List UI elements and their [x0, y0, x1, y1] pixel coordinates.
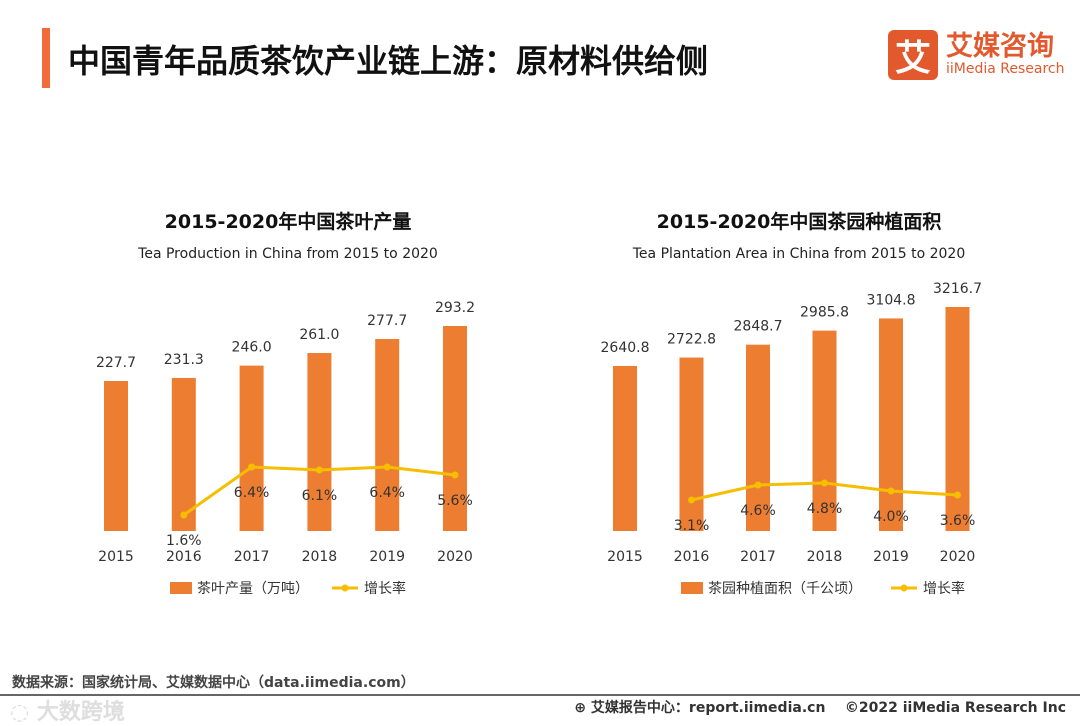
x-tick-label: 2015 — [98, 549, 134, 565]
chart-title: 2015-2020年中国茶叶产量 — [165, 210, 412, 233]
growth-label: 4.0% — [873, 509, 909, 525]
footer-divider — [0, 694, 1080, 696]
bar-value-label: 227.7 — [96, 355, 136, 371]
bar — [239, 365, 264, 531]
bar-value-label: 2640.8 — [601, 340, 650, 356]
growth-point — [954, 491, 961, 499]
x-tick-label: 2020 — [940, 549, 976, 565]
bar — [375, 339, 400, 531]
logo: 艾 艾媒咨询 iiMedia Research — [888, 30, 1065, 80]
chart-subtitle: Tea Production in China from 2015 to 202… — [137, 246, 438, 262]
source-note: 数据来源：国家统计局、艾媒数据中心（data.iimedia.com） — [12, 675, 415, 691]
bar — [104, 380, 128, 531]
chart-title: 2015-2020年中国茶园种植面积 — [657, 210, 942, 233]
bar — [307, 353, 332, 531]
growth-point — [688, 496, 695, 504]
logo-cn: 艾媒咨询 — [946, 31, 1054, 62]
bar — [613, 365, 637, 531]
growth-point — [821, 479, 828, 487]
bar-value-label: 2722.8 — [667, 332, 716, 348]
growth-point — [887, 487, 895, 495]
report-link[interactable]: 艾媒报告中心：report.iimedia.cn — [590, 700, 826, 716]
bar-value-label: 2848.7 — [734, 319, 783, 335]
growth-point — [383, 463, 391, 471]
legend-line-label: 增长率 — [923, 580, 965, 597]
growth-label: 6.1% — [302, 488, 338, 504]
bar-value-label: 231.3 — [164, 352, 204, 368]
x-tick-label: 2016 — [166, 549, 202, 565]
x-tick-label: 2015 — [607, 549, 643, 565]
legend-bar-label: 茶叶产量（万吨） — [197, 581, 309, 597]
bar — [443, 326, 467, 531]
x-tick-label: 2019 — [369, 549, 405, 565]
bar — [879, 318, 903, 531]
growth-point — [315, 466, 323, 474]
legend-bar-swatch — [170, 582, 192, 594]
growth-label: 5.6% — [437, 493, 473, 509]
x-tick-label: 2017 — [234, 549, 270, 565]
legend-line-marker — [900, 584, 908, 592]
title-accent — [42, 28, 50, 88]
bar — [679, 357, 704, 531]
bar — [171, 377, 196, 531]
growth-label: 6.4% — [234, 485, 270, 501]
growth-point — [180, 511, 188, 519]
growth-label: 6.4% — [369, 485, 405, 501]
bar — [746, 344, 770, 531]
growth-label: 4.8% — [807, 501, 843, 517]
legend-bar-swatch — [681, 582, 703, 594]
watermark: ◌ 大数跨境 — [10, 700, 125, 725]
bar-value-label: 246.0 — [232, 340, 272, 356]
bar-value-label: 3216.7 — [933, 281, 982, 297]
page-title: 中国青年品质茶饮产业链上游：原材料供给侧 — [68, 42, 709, 80]
footer-info: ⊕ 艾媒报告中心：report.iimedia.cn ©2022 iiMedia… — [574, 697, 1066, 717]
growth-label: 4.6% — [740, 503, 776, 519]
legend-bar-label: 茶园种植面积（千公顷） — [708, 581, 862, 597]
growth-point — [248, 463, 256, 471]
growth-point — [451, 471, 459, 479]
growth-label: 1.6% — [166, 533, 202, 549]
logo-mark: 艾 — [888, 30, 938, 80]
bar-value-label: 3104.8 — [867, 292, 916, 308]
legend-line-marker — [341, 584, 349, 592]
bar-value-label: 2985.8 — [800, 305, 849, 321]
growth-label: 3.1% — [674, 518, 710, 534]
x-tick-label: 2019 — [873, 549, 909, 565]
copyright: ©2022 iiMedia Research Inc — [844, 700, 1066, 716]
bar-value-label: 293.2 — [435, 300, 475, 316]
x-tick-label: 2018 — [302, 549, 338, 565]
x-tick-label: 2020 — [437, 549, 473, 565]
logo-en: iiMedia Research — [946, 61, 1065, 77]
chart-subtitle: Tea Plantation Area in China from 2015 t… — [632, 246, 966, 262]
x-tick-label: 2016 — [674, 549, 710, 565]
x-tick-label: 2018 — [807, 549, 843, 565]
growth-point — [754, 481, 762, 489]
globe-icon: ⊕ — [574, 700, 591, 716]
legend-line-label: 增长率 — [364, 580, 406, 597]
bar — [812, 330, 837, 531]
bar-value-label: 261.0 — [299, 327, 339, 343]
x-tick-label: 2017 — [740, 549, 776, 565]
growth-label: 3.6% — [940, 513, 976, 529]
bar-value-label: 277.7 — [367, 313, 407, 329]
